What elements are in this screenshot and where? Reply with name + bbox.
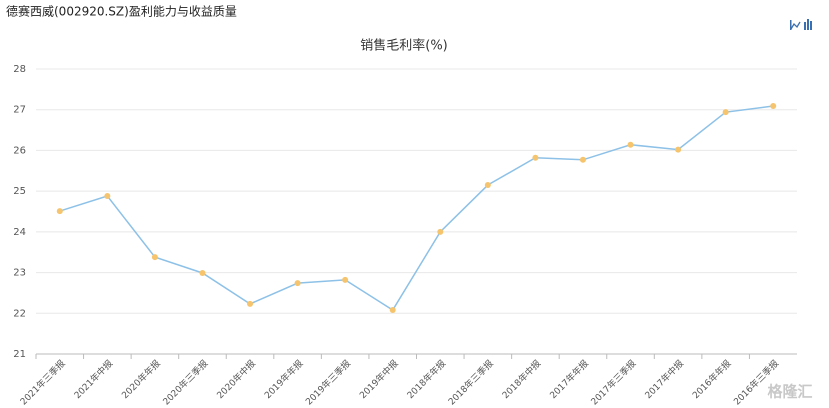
point: [627, 141, 634, 148]
point: [484, 182, 491, 189]
point: [294, 280, 301, 287]
y-tick-label: 22: [13, 308, 26, 319]
line: [59, 105, 774, 312]
icon-bar[interactable]: [804, 22, 806, 30]
y-tick-label: 28: [13, 64, 26, 75]
x-tick-label: 2021年中报: [71, 357, 115, 401]
x-tick-label: 2019年中报: [357, 357, 401, 401]
point: [247, 300, 254, 307]
x-tick-label: 2018年三季报: [446, 357, 496, 407]
x-tick-label: 2021年三季报: [18, 357, 68, 407]
point: [104, 193, 111, 200]
chart-title: 销售毛利率(%): [360, 38, 448, 54]
point: [56, 208, 63, 215]
x-tick-label: 2020年年报: [119, 357, 163, 401]
x-tick-label: 2020年三季报: [160, 357, 210, 407]
point: [532, 154, 539, 161]
point: [437, 228, 444, 235]
x-tick-label: 2018年年报: [404, 357, 448, 401]
x-tick-label: 2020年中报: [214, 357, 258, 401]
y-tick-label: 21: [13, 349, 26, 360]
icon-bar[interactable]: [807, 19, 809, 30]
point: [151, 254, 158, 261]
watermark: 格隆汇: [767, 383, 812, 401]
x-tick-label: 2017年三季报: [588, 357, 638, 407]
icon-line-path[interactable]: [790, 21, 801, 30]
y-tick-label: 24: [13, 227, 26, 238]
y-tick-label: 26: [13, 145, 26, 156]
point: [199, 269, 206, 276]
point: [770, 103, 777, 110]
point: [389, 307, 396, 314]
x-tick-label: 2019年年报: [262, 357, 306, 401]
y-tick-label: 25: [13, 186, 26, 197]
y-tick-label: 27: [13, 105, 26, 116]
point: [675, 146, 682, 153]
y-tick-label: 23: [13, 268, 26, 279]
point: [579, 156, 586, 163]
icon-line[interactable]: [790, 20, 792, 30]
x-tick-label: 2017年中报: [642, 357, 686, 401]
page-title: 德赛西威(002920.SZ)盈利能力与收益质量: [6, 4, 237, 19]
icon-bar[interactable]: [810, 21, 812, 30]
x-tick-label: 2016年年报: [690, 357, 734, 401]
x-tick-label: 2017年年报: [547, 357, 591, 401]
point: [722, 109, 729, 116]
chart-icons[interactable]: [790, 19, 812, 30]
point: [342, 276, 349, 283]
x-tick-label: 2018年中报: [500, 357, 544, 401]
x-tick-label: 2019年三季报: [303, 357, 353, 407]
